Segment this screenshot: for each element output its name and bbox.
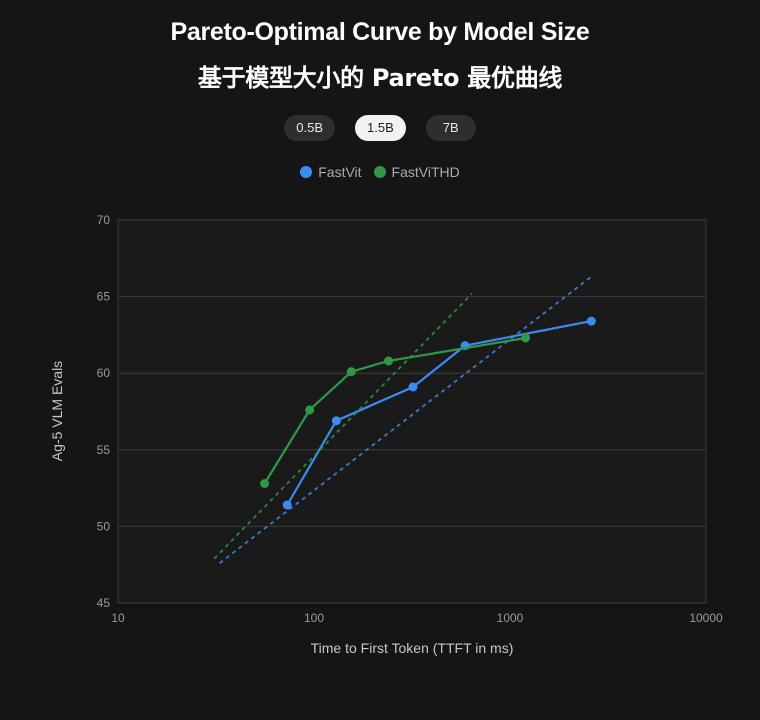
data-point-fastvithd-2[interactable]: [346, 367, 356, 377]
tab-1-5b[interactable]: 1.5B: [355, 115, 406, 141]
series-group: [213, 275, 596, 564]
data-point-fastvithd-1[interactable]: [305, 405, 315, 415]
trend-line-fastvit: [219, 275, 592, 564]
y-axis-label: Ag-5 VLM Evals: [49, 361, 65, 461]
y-tick-65: 65: [97, 290, 111, 304]
y-tick-70: 70: [97, 213, 111, 227]
chart-legend: FastVit FastViTHD: [0, 164, 760, 180]
chart-title-zh: 基于模型大小的 Pareto 最优曲线: [197, 64, 563, 92]
y-tick-45: 45: [97, 596, 111, 610]
data-point-fastvithd-3[interactable]: [384, 356, 394, 366]
x-tick-1000: 1000: [497, 611, 524, 625]
trend-line-fastvithd: [213, 292, 473, 560]
data-point-fastvit-2[interactable]: [408, 382, 418, 392]
legend-item-fastvit[interactable]: FastVit: [300, 164, 362, 180]
data-point-fastvit-1[interactable]: [331, 416, 341, 426]
legend-label-fastvithd: FastViTHD: [391, 164, 460, 180]
data-point-fastvit-0[interactable]: [282, 500, 292, 510]
legend-swatch-fastvithd: [373, 166, 386, 178]
model-size-tabs: 0.5B 1.5B 7B: [0, 115, 760, 141]
y-tick-60: 60: [97, 366, 111, 380]
x-tick-100: 100: [304, 611, 324, 625]
y-tick-50: 50: [97, 519, 111, 533]
legend-label-fastvit: FastVit: [318, 164, 362, 180]
y-tick-labels: 45 50 55 60 65 70: [97, 213, 111, 610]
x-axis-label: Time to First Token (TTFT in ms): [311, 640, 514, 656]
plot-area: [117, 219, 707, 604]
data-point-fastvithd-0[interactable]: [260, 479, 270, 489]
grid-lines: [118, 296, 706, 527]
y-tick-55: 55: [97, 443, 111, 457]
legend-swatch-fastvit: [300, 166, 313, 178]
data-point-fastvit-4[interactable]: [586, 316, 596, 326]
data-point-fastvithd-4[interactable]: [521, 333, 531, 343]
tab-0-5b[interactable]: 0.5B: [284, 115, 335, 141]
x-tick-10: 10: [111, 611, 125, 625]
chart-title-en: Pareto-Optimal Curve by Model Size: [170, 18, 590, 46]
series-fastvithd: [213, 292, 531, 560]
x-tick-10000: 10000: [689, 611, 723, 625]
legend-item-fastvithd[interactable]: FastViTHD: [373, 164, 460, 180]
tab-7b[interactable]: 7B: [425, 115, 476, 141]
x-tick-labels: 10 100 1000 10000: [111, 611, 723, 625]
